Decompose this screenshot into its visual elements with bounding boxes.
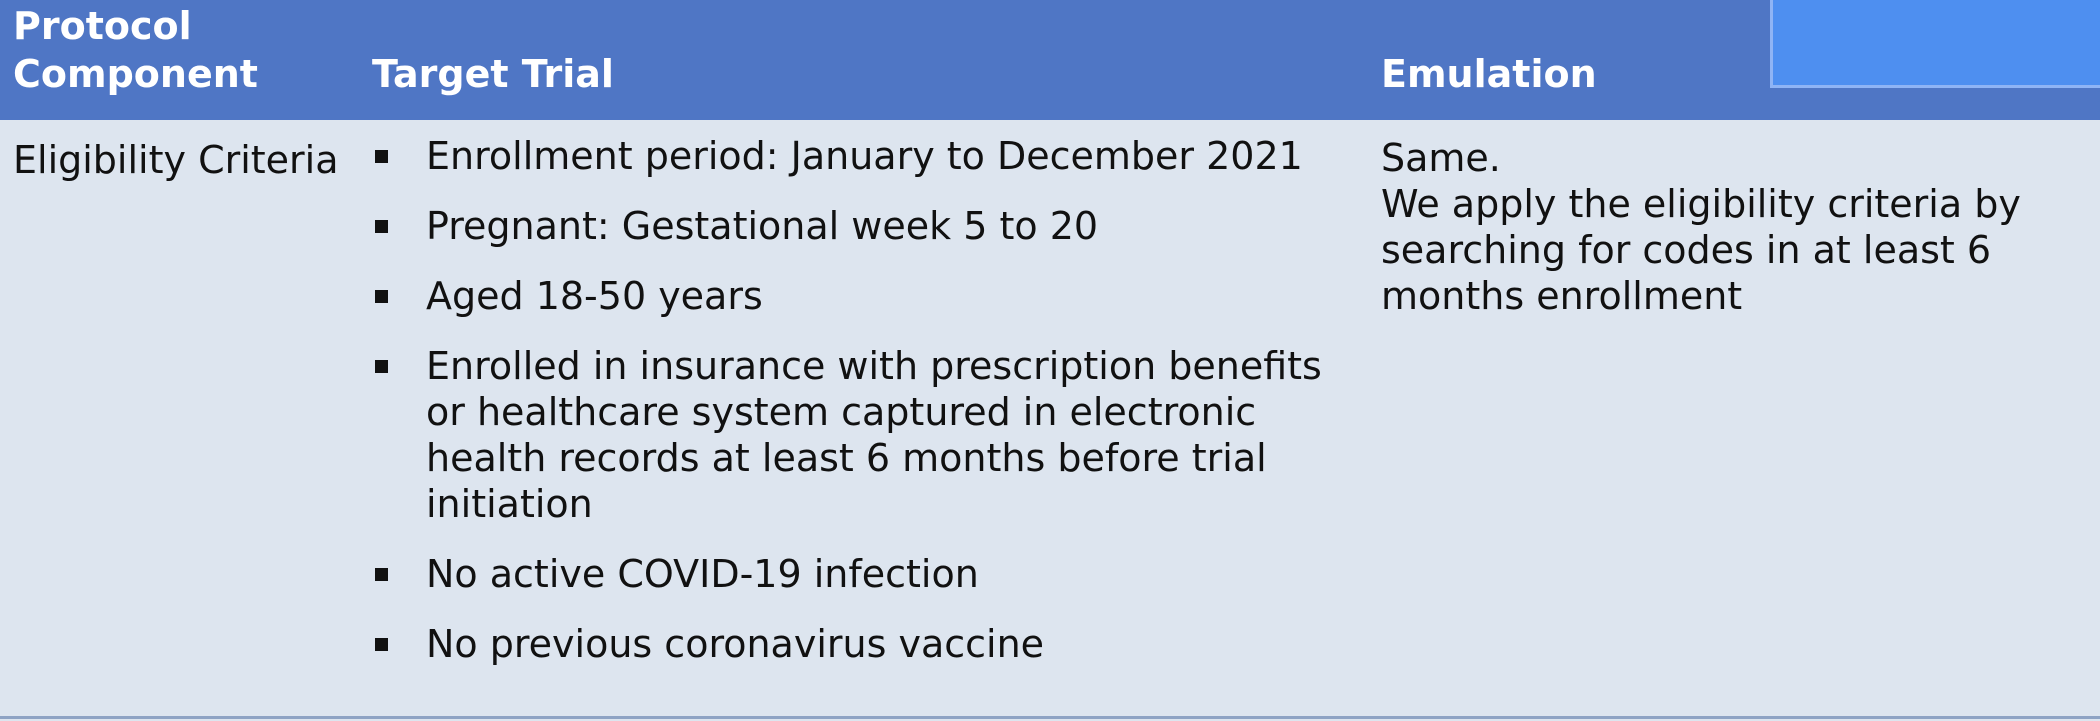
square-bullet-icon bbox=[375, 638, 388, 651]
square-bullet-icon bbox=[375, 290, 388, 303]
criteria-item-text: Aged 18-50 years bbox=[426, 274, 763, 318]
square-bullet-icon bbox=[375, 220, 388, 233]
criteria-item: No active COVID-19 infection bbox=[372, 551, 1352, 597]
table-body-row bbox=[0, 120, 2100, 716]
square-bullet-icon bbox=[375, 568, 388, 581]
target-trial-criteria-list: Enrollment period: January to December 2… bbox=[372, 133, 1352, 691]
criteria-item-text: Pregnant: Gestational week 5 to 20 bbox=[426, 204, 1099, 248]
emulation-cell: Same. We apply the eligibility criteria … bbox=[1381, 135, 2071, 319]
header-target-trial: Target Trial bbox=[372, 52, 614, 96]
cell-protocol-component: Eligibility Criteria bbox=[13, 138, 339, 182]
criteria-item: No previous coronavirus vaccine bbox=[372, 621, 1352, 667]
criteria-item-text: No active COVID-19 infection bbox=[426, 552, 979, 596]
emulation-same-text: Same. bbox=[1381, 136, 1501, 180]
video-overlay-box bbox=[1770, 0, 2100, 88]
emulation-description-text: We apply the eligibility criteria by sea… bbox=[1381, 182, 2021, 318]
square-bullet-icon bbox=[375, 360, 388, 373]
table-header-row bbox=[0, 0, 2100, 120]
criteria-item-text: Enrolled in insurance with prescription … bbox=[426, 344, 1322, 526]
criteria-item: Enrollment period: January to December 2… bbox=[372, 133, 1352, 179]
square-bullet-icon bbox=[375, 150, 388, 163]
criteria-item-text: Enrollment period: January to December 2… bbox=[426, 134, 1303, 178]
header-protocol-component: Protocol Component bbox=[13, 4, 258, 96]
table-bottom-border bbox=[0, 716, 2100, 719]
criteria-item: Pregnant: Gestational week 5 to 20 bbox=[372, 203, 1352, 249]
criteria-item-text: No previous coronavirus vaccine bbox=[426, 622, 1045, 666]
criteria-item: Enrolled in insurance with prescription … bbox=[372, 343, 1352, 527]
header-emulation: Emulation bbox=[1381, 52, 1597, 96]
criteria-item: Aged 18-50 years bbox=[372, 273, 1352, 319]
